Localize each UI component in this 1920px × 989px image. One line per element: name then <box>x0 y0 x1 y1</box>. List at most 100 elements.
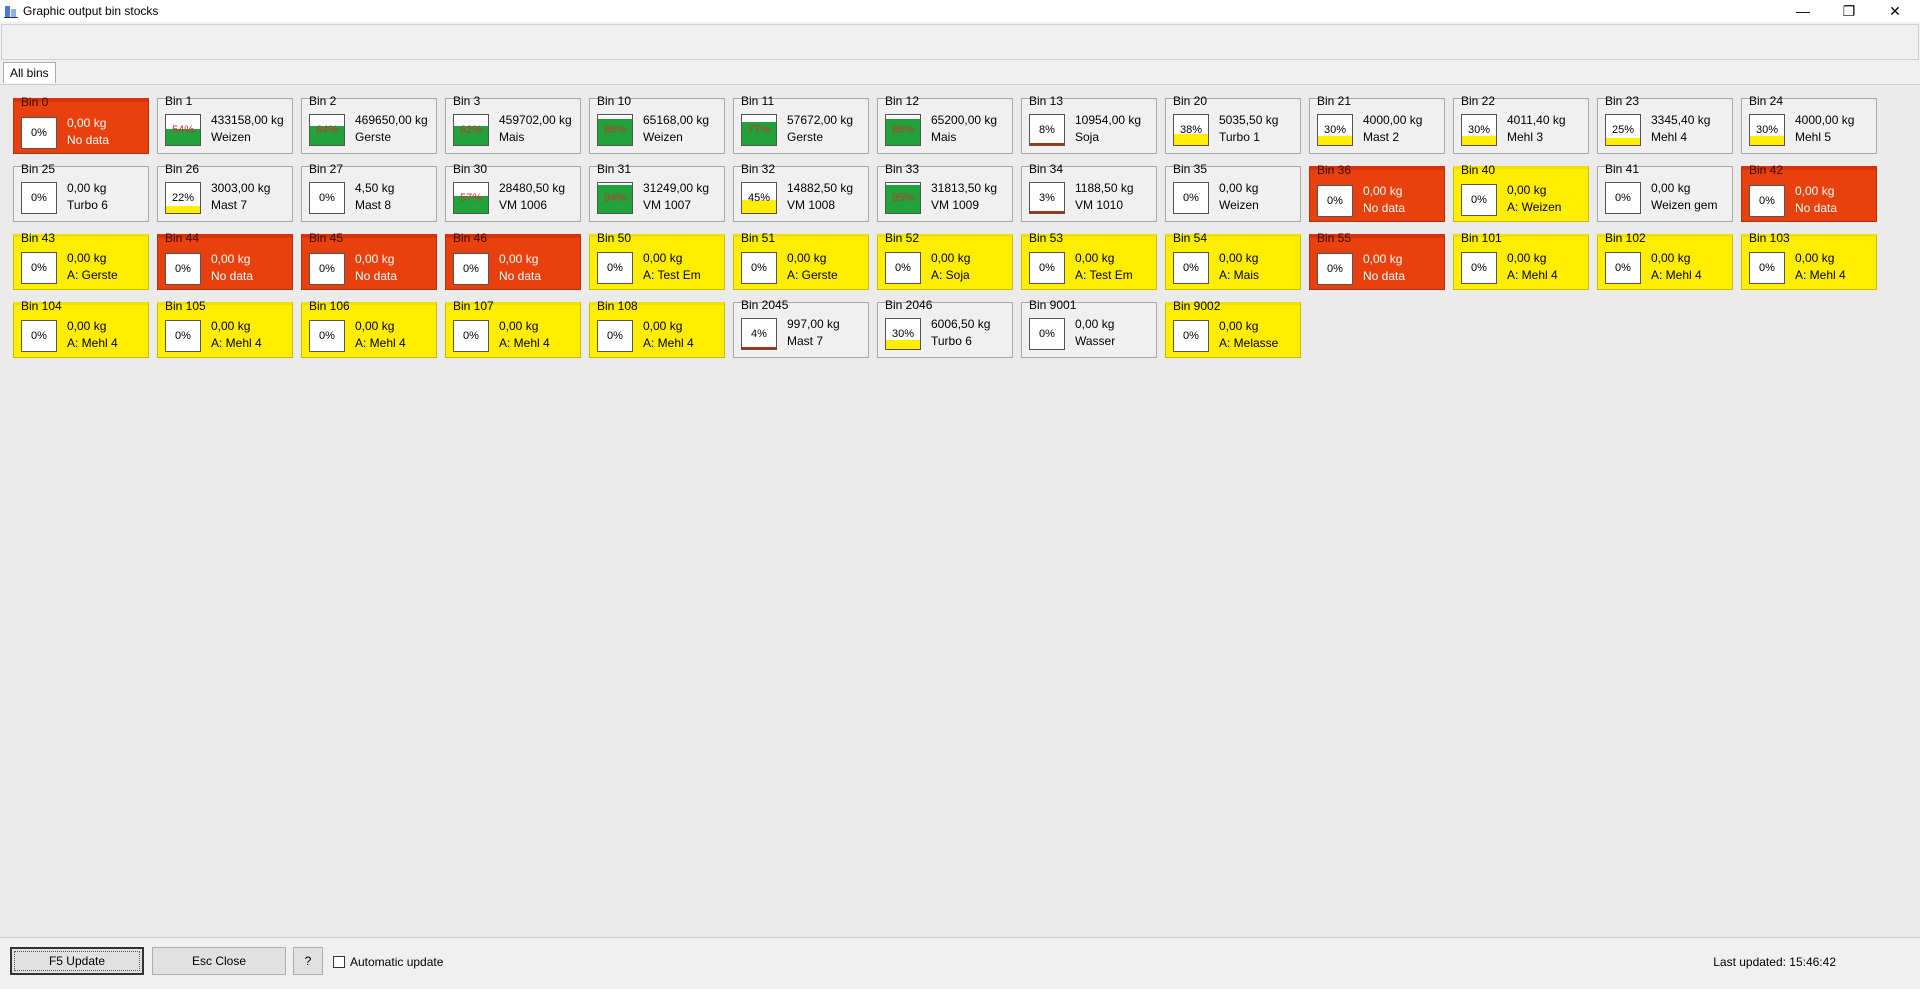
bin-fill-gauge: 86% <box>885 114 921 146</box>
bin-tile[interactable]: Bin 46 0% 0,00 kg No data <box>445 231 581 290</box>
bin-name: Bin 13 <box>1029 94 1064 108</box>
bin-fill-gauge: 0% <box>21 252 57 284</box>
bin-name: Bin 41 <box>1605 162 1640 176</box>
bin-fill-gauge: 4% <box>741 318 777 350</box>
bin-percent: 95% <box>891 192 915 204</box>
bin-tile[interactable]: Bin 105 0% 0,00 kg A: Mehl 4 <box>157 299 293 358</box>
bin-weight: 0,00 kg <box>1795 251 1835 265</box>
bin-fill-gauge: 0% <box>453 320 489 352</box>
bin-percent: 0% <box>319 192 335 204</box>
bin-tile[interactable]: Bin 51 0% 0,00 kg A: Gerste <box>733 231 869 290</box>
bin-percent: 86% <box>603 124 627 136</box>
bin-tile[interactable]: Bin 107 0% 0,00 kg A: Mehl 4 <box>445 299 581 358</box>
bin-tile[interactable]: Bin 32 45% 14882,50 kg VM 1008 <box>733 162 869 222</box>
bin-name: Bin 34 <box>1029 162 1064 176</box>
bin-tile[interactable]: Bin 9001 0% 0,00 kg Wasser <box>1021 298 1157 358</box>
bin-tile[interactable]: Bin 108 0% 0,00 kg A: Mehl 4 <box>589 299 725 358</box>
close-button[interactable]: Esc Close <box>152 947 286 975</box>
bin-weight: 4011,40 kg <box>1507 113 1566 127</box>
bin-weight: 3003,00 kg <box>211 181 271 195</box>
gauge-fill-bar <box>454 126 488 145</box>
gauge-fill-bar <box>886 119 920 145</box>
bin-tile[interactable]: Bin 0 0% 0,00 kg No data <box>13 95 149 154</box>
bin-tile[interactable]: Bin 52 0% 0,00 kg A: Soja <box>877 231 1013 290</box>
bin-name: Bin 1 <box>165 94 193 108</box>
bin-tile[interactable]: Bin 2046 30% 6006,50 kg Turbo 6 <box>877 298 1013 358</box>
bin-tile[interactable]: Bin 23 25% 3345,40 kg Mehl 4 <box>1597 94 1733 154</box>
bin-fill-gauge: 30% <box>1317 114 1353 146</box>
bin-weight: 0,00 kg <box>1507 251 1547 265</box>
help-button[interactable]: ? <box>293 947 323 975</box>
bin-tile[interactable]: Bin 25 0% 0,00 kg Turbo 6 <box>13 162 149 222</box>
bin-tile[interactable]: Bin 12 86% 65200,00 kg Mais <box>877 94 1013 154</box>
bin-tile[interactable]: Bin 45 0% 0,00 kg No data <box>301 231 437 290</box>
bin-tile[interactable]: Bin 42 0% 0,00 kg No data <box>1741 163 1877 222</box>
bin-tile[interactable]: Bin 41 0% 0,00 kg Weizen gem <box>1597 162 1733 222</box>
bin-tile[interactable]: Bin 26 22% 3003,00 kg Mast 7 <box>157 162 293 222</box>
bin-product: A: Mehl 4 <box>1795 268 1846 282</box>
update-button[interactable]: F5 Update <box>10 947 144 975</box>
bin-percent: 64% <box>315 124 339 136</box>
bin-tile[interactable]: Bin 40 0% 0,00 kg A: Weizen <box>1453 163 1589 222</box>
bin-product: Gerste <box>355 130 392 144</box>
bin-tile[interactable]: Bin 2045 4% 997,00 kg Mast 7 <box>733 298 869 358</box>
bin-percent: 0% <box>463 263 479 275</box>
bin-name: Bin 106 <box>309 299 350 313</box>
close-window-button[interactable]: ✕ <box>1872 0 1918 22</box>
bin-fill-gauge: 54% <box>165 114 201 146</box>
bin-tile[interactable]: Bin 54 0% 0,00 kg A: Mais <box>1165 231 1301 290</box>
bin-tile[interactable]: Bin 20 38% 5035,50 kg Turbo 1 <box>1165 94 1301 154</box>
bin-weight: 31813,50 kg <box>931 181 998 195</box>
bin-name: Bin 103 <box>1749 231 1790 245</box>
bin-weight: 0,00 kg <box>355 252 395 266</box>
gauge-fill-bar <box>1606 137 1640 145</box>
bin-tile[interactable]: Bin 9002 0% 0,00 kg A: Melasse <box>1165 299 1301 358</box>
bin-tile[interactable]: Bin 31 94% 31249,00 kg VM 1007 <box>589 162 725 222</box>
bin-tile[interactable]: Bin 101 0% 0,00 kg A: Mehl 4 <box>1453 231 1589 290</box>
bin-tile[interactable]: Bin 103 0% 0,00 kg A: Mehl 4 <box>1741 231 1877 290</box>
gauge-fill-bar <box>1462 136 1496 145</box>
bin-name: Bin 50 <box>597 231 632 245</box>
bin-tile[interactable]: Bin 2 64% 469650,00 kg Gerste <box>301 94 437 154</box>
bin-tile[interactable]: Bin 30 57% 28480,50 kg VM 1006 <box>445 162 581 222</box>
bin-tile[interactable]: Bin 35 0% 0,00 kg Weizen <box>1165 162 1301 222</box>
bin-weight: 0,00 kg <box>1795 184 1835 198</box>
bin-tile[interactable]: Bin 102 0% 0,00 kg A: Mehl 4 <box>1597 231 1733 290</box>
bin-percent: 0% <box>1183 330 1199 342</box>
bin-fill-gauge: 86% <box>597 114 633 146</box>
bin-product: A: Mehl 4 <box>355 336 406 350</box>
bin-tile[interactable]: Bin 104 0% 0,00 kg A: Mehl 4 <box>13 299 149 358</box>
bin-tile[interactable]: Bin 34 3% 1188,50 kg VM 1010 <box>1021 162 1157 222</box>
bin-tile[interactable]: Bin 10 86% 65168,00 kg Weizen <box>589 94 725 154</box>
bin-product: VM 1006 <box>499 198 548 212</box>
bin-tile[interactable]: Bin 13 8% 10954,00 kg Soja <box>1021 94 1157 154</box>
bin-tile[interactable]: Bin 27 0% 4,50 kg Mast 8 <box>301 162 437 222</box>
bin-tile[interactable]: Bin 50 0% 0,00 kg A: Test Em <box>589 231 725 290</box>
bin-tile[interactable]: Bin 44 0% 0,00 kg No data <box>157 231 293 290</box>
tab-all-bins[interactable]: All bins <box>3 62 56 83</box>
bin-weight: 997,00 kg <box>787 317 840 331</box>
bin-product: A: Mehl 4 <box>1507 268 1558 282</box>
bin-weight: 4000,00 kg <box>1795 113 1855 127</box>
bin-percent: 0% <box>175 330 191 342</box>
bin-tile[interactable]: Bin 24 30% 4000,00 kg Mehl 5 <box>1741 94 1877 154</box>
bin-tile[interactable]: Bin 22 30% 4011,40 kg Mehl 3 <box>1453 94 1589 154</box>
bin-name: Bin 104 <box>21 299 62 313</box>
bin-product: Turbo 6 <box>67 198 108 212</box>
bin-tile[interactable]: Bin 55 0% 0,00 kg No data <box>1309 231 1445 290</box>
bin-tile[interactable]: Bin 3 62% 459702,00 kg Mais <box>445 94 581 154</box>
bin-tile[interactable]: Bin 36 0% 0,00 kg No data <box>1309 163 1445 222</box>
bin-tile[interactable]: Bin 106 0% 0,00 kg A: Mehl 4 <box>301 299 437 358</box>
bin-tile[interactable]: Bin 1 54% 433158,00 kg Weizen <box>157 94 293 154</box>
bin-name: Bin 45 <box>309 231 344 245</box>
bin-tile[interactable]: Bin 21 30% 4000,00 kg Mast 2 <box>1309 94 1445 154</box>
auto-update-checkbox[interactable] <box>333 956 345 968</box>
minimize-button[interactable]: — <box>1780 0 1826 22</box>
bin-weight: 0,00 kg <box>1363 252 1403 266</box>
bin-tile[interactable]: Bin 43 0% 0,00 kg A: Gerste <box>13 231 149 290</box>
bin-tile[interactable]: Bin 33 95% 31813,50 kg VM 1009 <box>877 162 1013 222</box>
bin-tile[interactable]: Bin 11 77% 57672,00 kg Gerste <box>733 94 869 154</box>
bin-product: Wasser <box>1075 334 1116 348</box>
restore-button[interactable]: ❐ <box>1826 0 1872 22</box>
bin-tile[interactable]: Bin 53 0% 0,00 kg A: Test Em <box>1021 231 1157 290</box>
